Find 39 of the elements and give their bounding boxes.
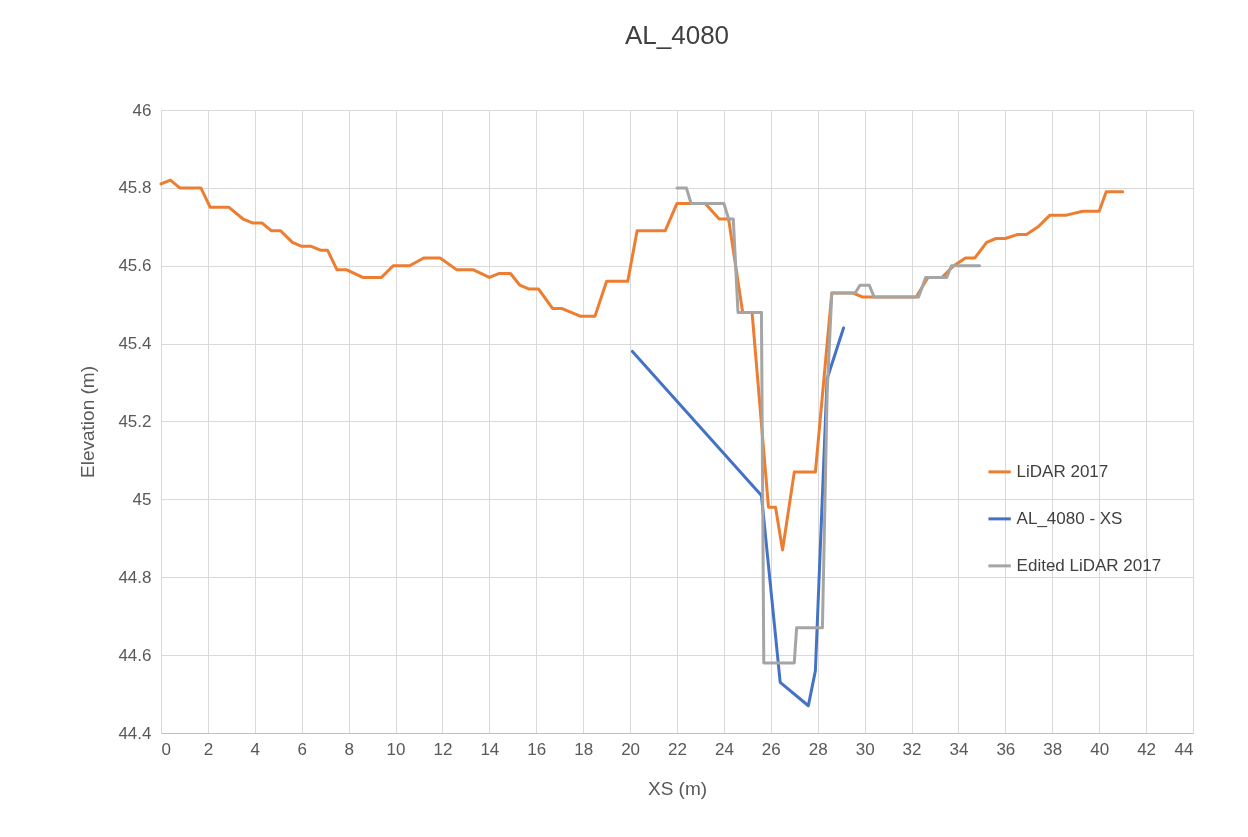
x-tick-label: 16 <box>527 739 547 759</box>
y-tick-label: 45 <box>132 489 152 509</box>
y-axis-title: Elevation (m) <box>77 366 99 478</box>
y-tick-label: 45.4 <box>118 334 152 354</box>
x-tick-label: 36 <box>996 739 1016 759</box>
x-tick-label: 6 <box>297 739 307 759</box>
x-tick-label: 10 <box>386 739 406 759</box>
y-tick-label: 45.2 <box>118 412 152 431</box>
y-tick-label: 44.6 <box>118 645 152 665</box>
y-tick-label: 45.6 <box>118 256 152 276</box>
legend-label: Edited LiDAR 2017 <box>1016 555 1162 575</box>
x-tick-label: 20 <box>621 739 641 759</box>
chart-title: AL_4080 <box>624 20 730 50</box>
y-tick-label: 44.4 <box>118 723 152 743</box>
x-tick-label: 40 <box>1090 739 1110 759</box>
x-tick-label: 22 <box>668 739 687 759</box>
x-tick-label: 18 <box>574 739 594 759</box>
y-tick-label: 46 <box>132 100 152 120</box>
x-tick-label: 38 <box>1043 739 1063 759</box>
x-tick-label: 12 <box>433 739 453 759</box>
x-tick-label: 26 <box>761 739 781 759</box>
x-tick-label: 28 <box>808 739 828 759</box>
x-tick-label: 34 <box>949 739 969 759</box>
x-tick-label: 30 <box>855 739 875 759</box>
y-tick-label: 45.8 <box>118 178 152 198</box>
x-tick-label: 44 <box>1174 739 1194 759</box>
x-tick-label: 0 <box>161 739 171 759</box>
x-tick-label: 4 <box>250 739 261 759</box>
x-tick-label: 42 <box>1137 739 1157 759</box>
x-tick-label: 2 <box>203 739 214 759</box>
x-tick-label: 14 <box>480 739 500 759</box>
x-tick-label: 24 <box>714 739 734 759</box>
x-tick-label: 32 <box>902 739 922 759</box>
y-tick-label: 44.8 <box>118 567 152 587</box>
x-tick-label: 8 <box>344 739 354 759</box>
legend-label: LiDAR 2017 <box>1016 461 1109 481</box>
x-axis-title: XS (m) <box>647 777 708 799</box>
legend-label: AL_4080 - XS <box>1016 508 1123 528</box>
line-series <box>675 186 982 665</box>
